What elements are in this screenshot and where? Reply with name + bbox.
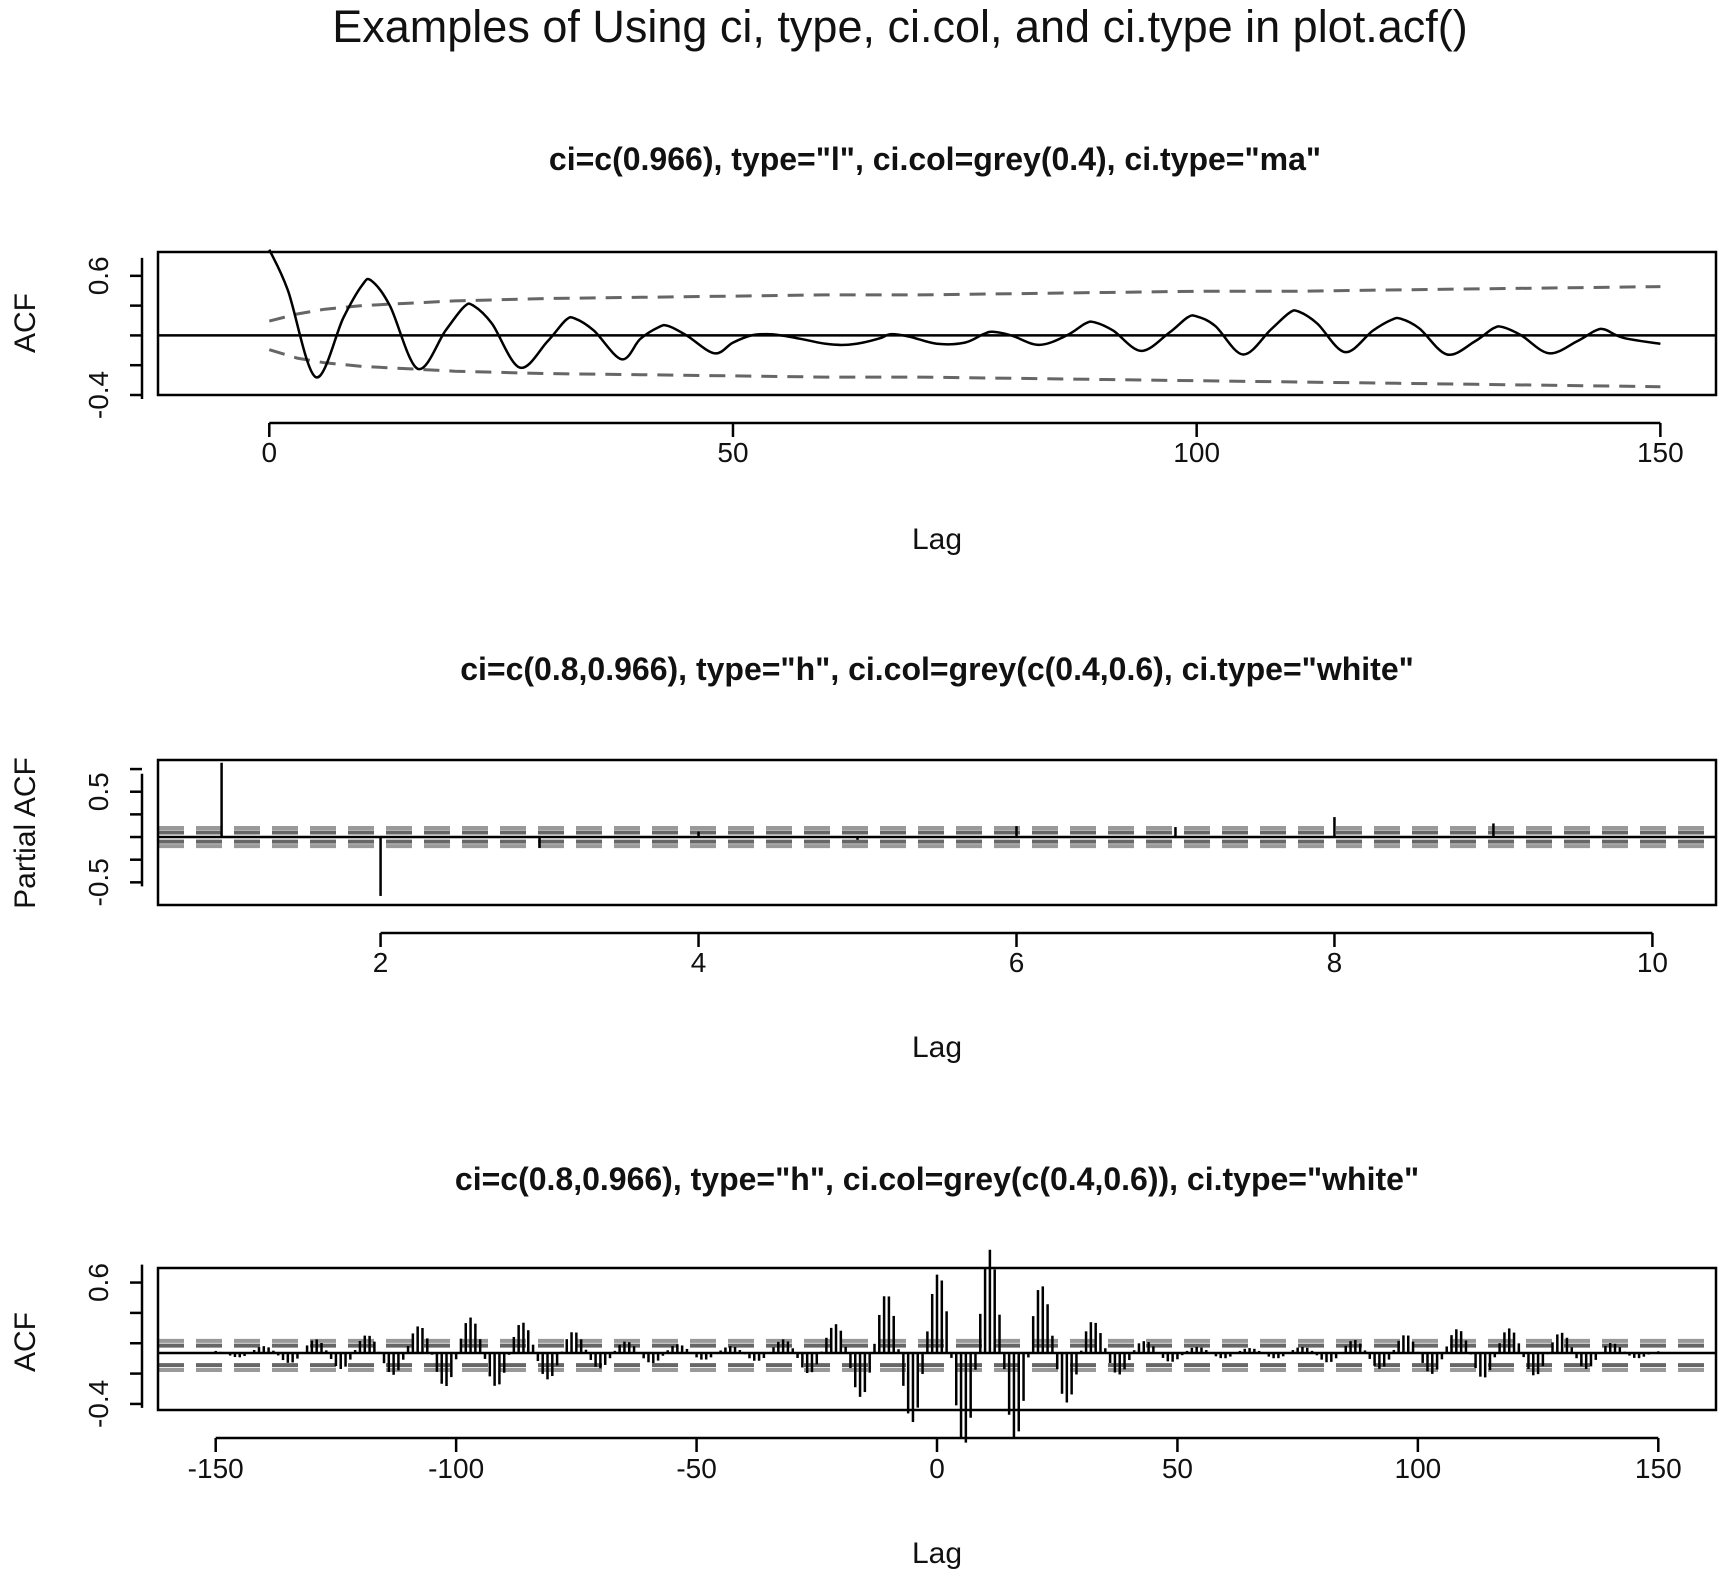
panel-3-y-tick-label: -0.4 bbox=[83, 1380, 114, 1428]
panel-2-x-tick-label: 10 bbox=[1637, 947, 1668, 978]
panel-3-x-tick-label: -50 bbox=[676, 1453, 716, 1484]
panel-1-title: ci=c(0.966), type="l", ci.col=grey(0.4),… bbox=[549, 141, 1321, 177]
panel-1-acf-line bbox=[268, 249, 1661, 379]
panel-3-bars bbox=[158, 1249, 1716, 1443]
panel-3-ylabel: ACF bbox=[9, 1312, 42, 1372]
panel-2-plot-frame bbox=[156, 758, 1718, 907]
panel-2-x-tick-label: 2 bbox=[373, 947, 389, 978]
panel-2-y-tick-label: 0.5 bbox=[83, 772, 114, 811]
panel-2-title: ci=c(0.8,0.966), type="h", ci.col=grey(c… bbox=[460, 651, 1414, 687]
panel-2-x-tick-label: 8 bbox=[1327, 947, 1343, 978]
panel-3: ci=c(0.8,0.966), type="h", ci.col=grey(c… bbox=[9, 1161, 1718, 1570]
panel-2-x-tick-label: 6 bbox=[1009, 947, 1025, 978]
panel-1-x-tick-label: 100 bbox=[1173, 437, 1220, 468]
panel-1-ticks: 0 50 100 150 -0.4 0.6 bbox=[83, 256, 1684, 468]
panel-3-title: ci=c(0.8,0.966), type="h", ci.col=grey(c… bbox=[455, 1161, 1419, 1197]
panel-2-ticks: 2 4 6 8 10 -0.5 0.5 bbox=[83, 767, 1668, 978]
panel-1-plot-frame bbox=[156, 250, 1718, 397]
panel-3-x-tick-label: -100 bbox=[428, 1453, 484, 1484]
panel-1-ylabel: ACF bbox=[9, 293, 42, 353]
panel-1-x-tick-label: 150 bbox=[1637, 437, 1684, 468]
panel-1-x-tick-label: 0 bbox=[261, 437, 277, 468]
panel-1-ci-band bbox=[268, 285, 1661, 389]
panel-3-x-tick-label: 150 bbox=[1635, 1453, 1682, 1484]
panel-2-x-tick-label: 4 bbox=[691, 947, 707, 978]
figure-title: Examples of Using ci, type, ci.col, and … bbox=[332, 1, 1467, 52]
panel-1-x-tick-label: 50 bbox=[717, 437, 748, 468]
panel-3-x-tick-label: 50 bbox=[1162, 1453, 1193, 1484]
panel-1-ci-upper bbox=[268, 285, 1661, 323]
panel-3-plot-frame bbox=[156, 1266, 1718, 1412]
panel-2-bars bbox=[158, 762, 1716, 896]
panel-1-y-tick-label: 0.6 bbox=[83, 256, 114, 295]
panel-2-ylabel: Partial ACF bbox=[9, 757, 42, 909]
panel-1-xlabel: Lag bbox=[912, 523, 962, 556]
panel-3-xlabel: Lag bbox=[912, 1537, 962, 1570]
panel-3-ticks: -150 -100 -50 0 50 100 150 -0.4 0.6 bbox=[83, 1263, 1682, 1484]
panel-1-series bbox=[158, 249, 1716, 379]
panel-2: ci=c(0.8,0.966), type="h", ci.col=grey(c… bbox=[9, 651, 1718, 1064]
panel-3-x-tick-label: -150 bbox=[188, 1453, 244, 1484]
panel-3-y-tick-label: 0.6 bbox=[83, 1263, 114, 1302]
panel-2-xlabel: Lag bbox=[912, 1031, 962, 1064]
panel-1-y-tick-label: -0.4 bbox=[83, 371, 114, 419]
panel-1: ci=c(0.966), type="l", ci.col=grey(0.4),… bbox=[9, 141, 1718, 556]
panel-2-ci-lines bbox=[158, 825, 1716, 849]
panel-1-ci-lower bbox=[268, 348, 1661, 389]
panel-3-x-tick-label: 0 bbox=[929, 1453, 945, 1484]
panel-3-x-tick-label: 100 bbox=[1395, 1453, 1442, 1484]
panel-2-y-tick-label: -0.5 bbox=[83, 858, 114, 906]
